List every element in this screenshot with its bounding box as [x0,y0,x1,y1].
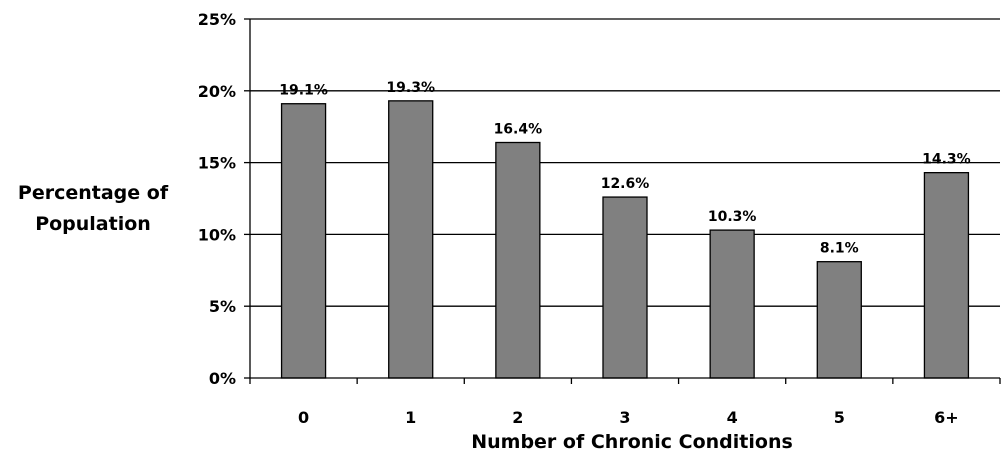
y-tick-labels: 0% 5% 10% 15% 20% 25% [198,10,236,388]
x-category-label: 0 [298,408,309,427]
y-tick-label: 0% [209,369,236,388]
x-category-label: 5 [834,408,845,427]
x-category-label: 6+ [934,408,959,427]
x-category-label: 3 [619,408,630,427]
data-label: 19.1% [279,83,328,99]
x-category-labels: 0 1 2 3 4 5 6+ [298,408,959,427]
y-tick-label: 15% [198,154,236,173]
x-category-label: 2 [512,408,523,427]
x-category-label: 1 [405,408,416,427]
data-labels: 19.1% 19.3% 16.4% 12.6% 10.3% 8.1% 14.3% [279,80,970,257]
y-axis-label-line-2: Population [35,213,151,235]
bar-5 [816,261,862,379]
y-tick-label: 5% [209,297,236,316]
gridlines [250,18,1000,307]
bars [280,100,970,379]
axes [244,18,1001,384]
bar-2 [495,141,541,379]
y-tick-label: 20% [198,82,236,101]
bar-3 [602,196,648,379]
data-label: 8.1% [820,241,859,257]
bar-6+ [923,172,970,379]
y-tick-label: 10% [198,225,236,244]
x-category-label: 4 [727,408,738,427]
data-label: 10.3% [708,209,757,225]
data-label: 12.6% [601,176,650,192]
bar-1 [388,100,434,379]
y-axis-label-line-1: Percentage of [18,182,169,204]
data-label: 19.3% [386,80,435,96]
y-tick-label: 25% [198,10,236,29]
x-axis-label: Number of Chronic Conditions [471,431,793,453]
data-label: 14.3% [922,152,971,168]
data-label: 16.4% [494,121,543,137]
bar-4 [709,229,755,379]
bar-0 [280,103,327,379]
